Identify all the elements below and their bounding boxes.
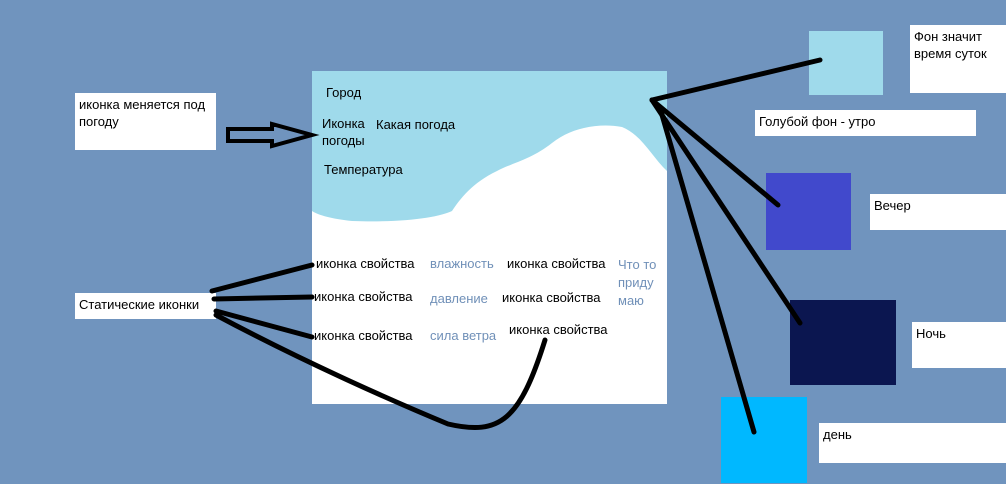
connector-static-2 bbox=[211, 294, 315, 302]
property-icon: иконка свойства bbox=[502, 290, 601, 305]
wind-value: сила ветра bbox=[430, 328, 497, 343]
note-morning: Голубой фон - утро bbox=[755, 110, 976, 136]
note-icon-changes-text: иконка меняется под погоду bbox=[79, 97, 206, 129]
temperature-label: Температура bbox=[324, 162, 403, 177]
humidity-value: влажность bbox=[430, 256, 494, 271]
weather-icon-placeholder: Иконка погоды bbox=[322, 116, 365, 148]
swatch-morning bbox=[809, 31, 883, 95]
sky-shape bbox=[312, 71, 667, 222]
property-icon: иконка свойства bbox=[509, 322, 608, 337]
property-icon: иконка свойства bbox=[314, 289, 413, 304]
connector-static-1 bbox=[209, 262, 315, 294]
connector-static-3 bbox=[213, 308, 315, 340]
note-day-text: день bbox=[823, 427, 852, 442]
swatch-evening bbox=[766, 173, 851, 250]
connector-day bbox=[657, 105, 757, 435]
note-static-icons: Статические иконки bbox=[75, 293, 216, 319]
swatch-day bbox=[721, 397, 807, 483]
note-night-text: Ночь bbox=[916, 326, 946, 341]
city-label: Город bbox=[326, 85, 362, 100]
note-day: день bbox=[819, 423, 1006, 463]
connector-morning bbox=[649, 57, 823, 103]
pressure-value: давление bbox=[430, 291, 488, 306]
note-night: Ночь bbox=[912, 322, 1006, 368]
weather-type-label: Какая погода bbox=[376, 117, 456, 132]
arrow-right-icon bbox=[226, 121, 320, 149]
note-icon-changes: иконка меняется под погоду bbox=[75, 93, 216, 150]
swatch-night bbox=[790, 300, 896, 385]
note-morning-text: Голубой фон - утро bbox=[759, 114, 876, 129]
weather-mockup: Город Иконка погоды Какая погода Темпера… bbox=[312, 71, 667, 404]
note-background-means-text: Фон значит время суток bbox=[914, 29, 987, 61]
property-icon: иконка свойства bbox=[507, 256, 606, 271]
note-evening-text: Вечер bbox=[874, 198, 911, 213]
note-background-means: Фон значит время суток bbox=[910, 25, 1006, 93]
property-icon: иконка свойства bbox=[316, 256, 415, 271]
note-evening: Вечер bbox=[870, 194, 1006, 230]
placeholder-value: Что то приду маю bbox=[618, 257, 657, 308]
note-static-icons-text: Статические иконки bbox=[79, 297, 200, 312]
sky-background bbox=[312, 71, 667, 222]
property-icon: иконка свойства bbox=[314, 328, 413, 343]
